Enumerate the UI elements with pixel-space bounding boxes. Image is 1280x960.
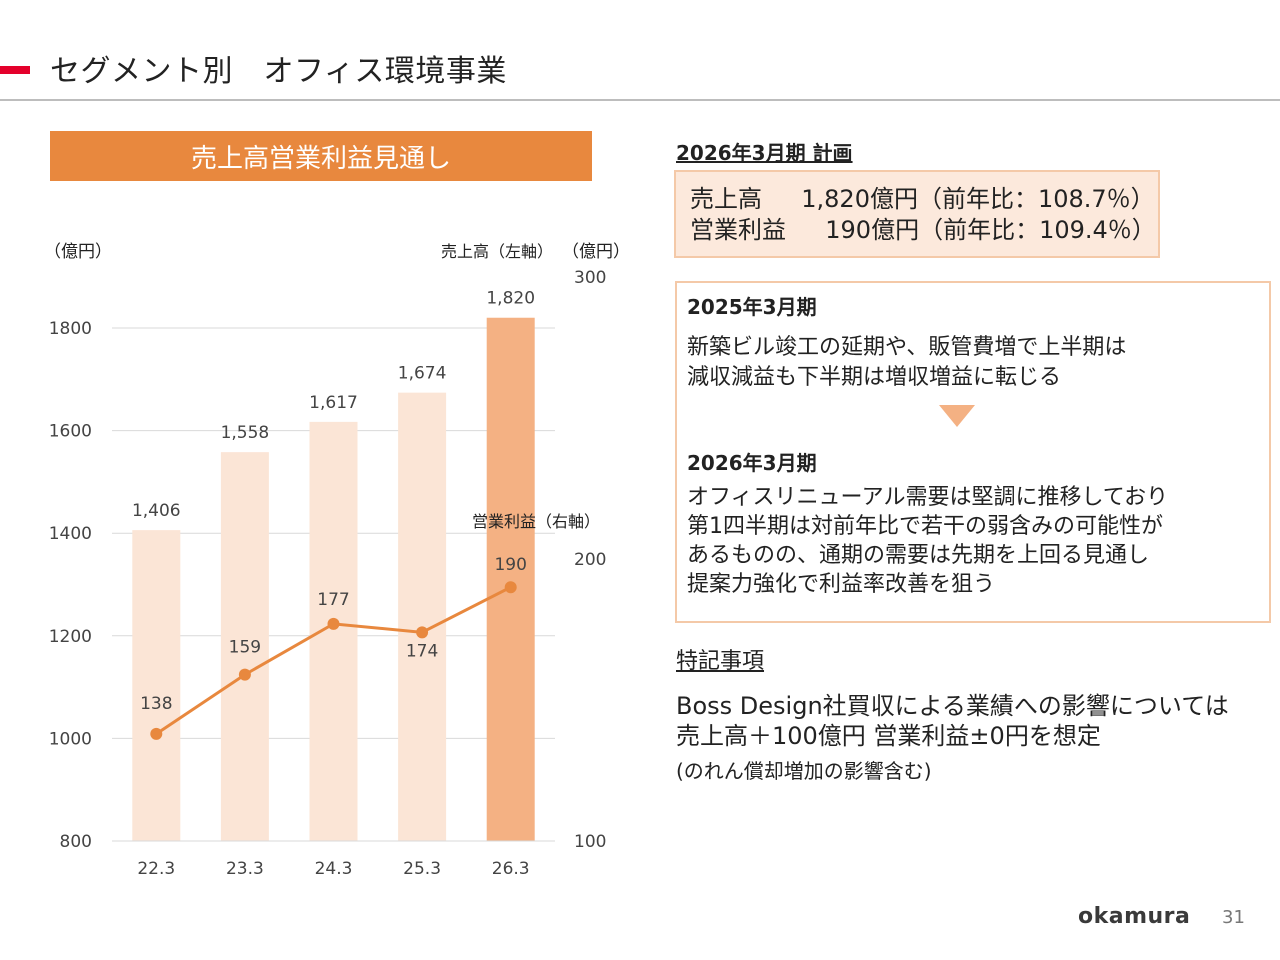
- bar-value-label: 1,558: [221, 423, 270, 443]
- bar: [398, 392, 447, 841]
- left-axis-tick-label: 1800: [49, 319, 92, 339]
- bar-value-label: 1,820: [486, 289, 535, 309]
- outlook-fy2025-heading: 2025年3月期: [687, 295, 817, 319]
- profit-point: [504, 581, 517, 594]
- bar: [220, 452, 269, 841]
- series-label-sales: 売上高（左軸）: [441, 242, 553, 261]
- outlook-fy2025-text: 新築ビル竣工の延期や、販管費増で上半期は 減収減益も下半期は増収増益に転じる: [687, 333, 1126, 393]
- profit-point: [416, 626, 429, 639]
- profit-point: [150, 727, 163, 740]
- outlook-fy2025-line: 新築ビル竣工の延期や、販管費増で上半期は: [687, 335, 1127, 360]
- profit-value-label: 190: [494, 555, 526, 575]
- outlook-fy2026-line: あるものの、通期の需要は先期を上回る見通し: [687, 543, 1150, 568]
- left-axis-tick-label: 1400: [49, 524, 92, 544]
- bar-value-label: 1,406: [132, 501, 181, 521]
- down-arrow-icon: [939, 405, 975, 427]
- right-axis-tick-label: 100: [574, 832, 606, 852]
- profit-value-label: 159: [229, 638, 261, 658]
- profit-value-label: 138: [140, 694, 172, 714]
- profit-point: [238, 668, 251, 681]
- title-divider: [0, 99, 1280, 101]
- bar: [309, 421, 358, 841]
- left-axis-tick-label: 1000: [49, 729, 92, 749]
- notes-text: Boss Design社買収による業績への影響については 売上高＋100億円 営…: [676, 691, 1229, 751]
- left-axis-unit: （億円）: [44, 242, 112, 262]
- outlook-fy2026-heading: 2026年3月期: [687, 451, 817, 475]
- plan-heading: 2026年3月期 計画: [676, 141, 853, 165]
- notes-line: 売上高＋100億円 営業利益±0円を想定: [676, 722, 1101, 750]
- profit-value-label: 174: [406, 641, 438, 661]
- left-axis-tick-label: 1600: [49, 422, 92, 442]
- plan-profit-line: 営業利益 190億円（前年比：109.4％）: [690, 216, 1156, 244]
- outlook-fy2026-text: オフィスリニューアル需要は堅調に推移しており 第1四半期は対前年比で若干の弱含み…: [687, 483, 1168, 599]
- x-axis-tick-label: 25.3: [403, 859, 441, 879]
- page-title: セグメント別 オフィス環境事業: [50, 54, 507, 89]
- bar-value-label: 1,674: [398, 364, 447, 384]
- plan-box: 売上高 1,820億円（前年比：108.7％） 営業利益 190億円（前年比：1…: [674, 170, 1160, 258]
- outlook-box: 2025年3月期 新築ビル竣工の延期や、販管費増で上半期は 減収減益も下半期は増…: [675, 281, 1271, 623]
- left-axis-tick-label: 1200: [49, 627, 92, 647]
- left-axis-tick-label: 800: [60, 832, 92, 852]
- x-axis-tick-label: 24.3: [315, 859, 353, 879]
- notes-footnote: (のれん償却増加の影響含む): [676, 759, 932, 783]
- outlook-fy2026-line: 提案力強化で利益率改善を狙う: [687, 572, 996, 597]
- x-axis-tick-label: 23.3: [226, 859, 264, 879]
- outlook-fy2026-line: オフィスリニューアル需要は堅調に推移しており: [687, 485, 1169, 510]
- right-axis-tick-label: 300: [574, 268, 606, 288]
- right-axis-tick-label: 200: [574, 550, 606, 570]
- okamura-logo: okamura: [1078, 904, 1191, 929]
- x-axis-tick-label: 22.3: [137, 859, 175, 879]
- sales-profit-chart: 800 1000 1200 1400 1600 1800 100 200 300 （億円） （億円）…: [44, 242, 630, 879]
- profit-point: [327, 617, 340, 630]
- chart-banner: 売上高営業利益見通し: [50, 131, 592, 181]
- notes-heading: 特記事項: [676, 649, 765, 674]
- bar: [132, 530, 181, 841]
- outlook-fy2025-line: 減収減益も下半期は増収増益に転じる: [687, 365, 1062, 390]
- x-axis-tick-label: 26.3: [492, 859, 530, 879]
- page-number: 31: [1222, 907, 1245, 928]
- bar-value-label: 1,617: [309, 393, 358, 413]
- profit-value-label: 177: [317, 590, 349, 610]
- right-axis-unit: （億円）: [562, 242, 630, 262]
- notes-line: Boss Design社買収による業績への影響については: [676, 692, 1229, 720]
- series-label-profit: 営業利益（右軸）: [472, 512, 600, 531]
- bar: [486, 317, 535, 841]
- outlook-fy2026-line: 第1四半期は対前年比で若干の弱含みの可能性が: [687, 514, 1163, 539]
- title-accent-bar: [0, 66, 30, 74]
- plan-sales-line: 売上高 1,820億円（前年比：108.7％）: [690, 185, 1155, 213]
